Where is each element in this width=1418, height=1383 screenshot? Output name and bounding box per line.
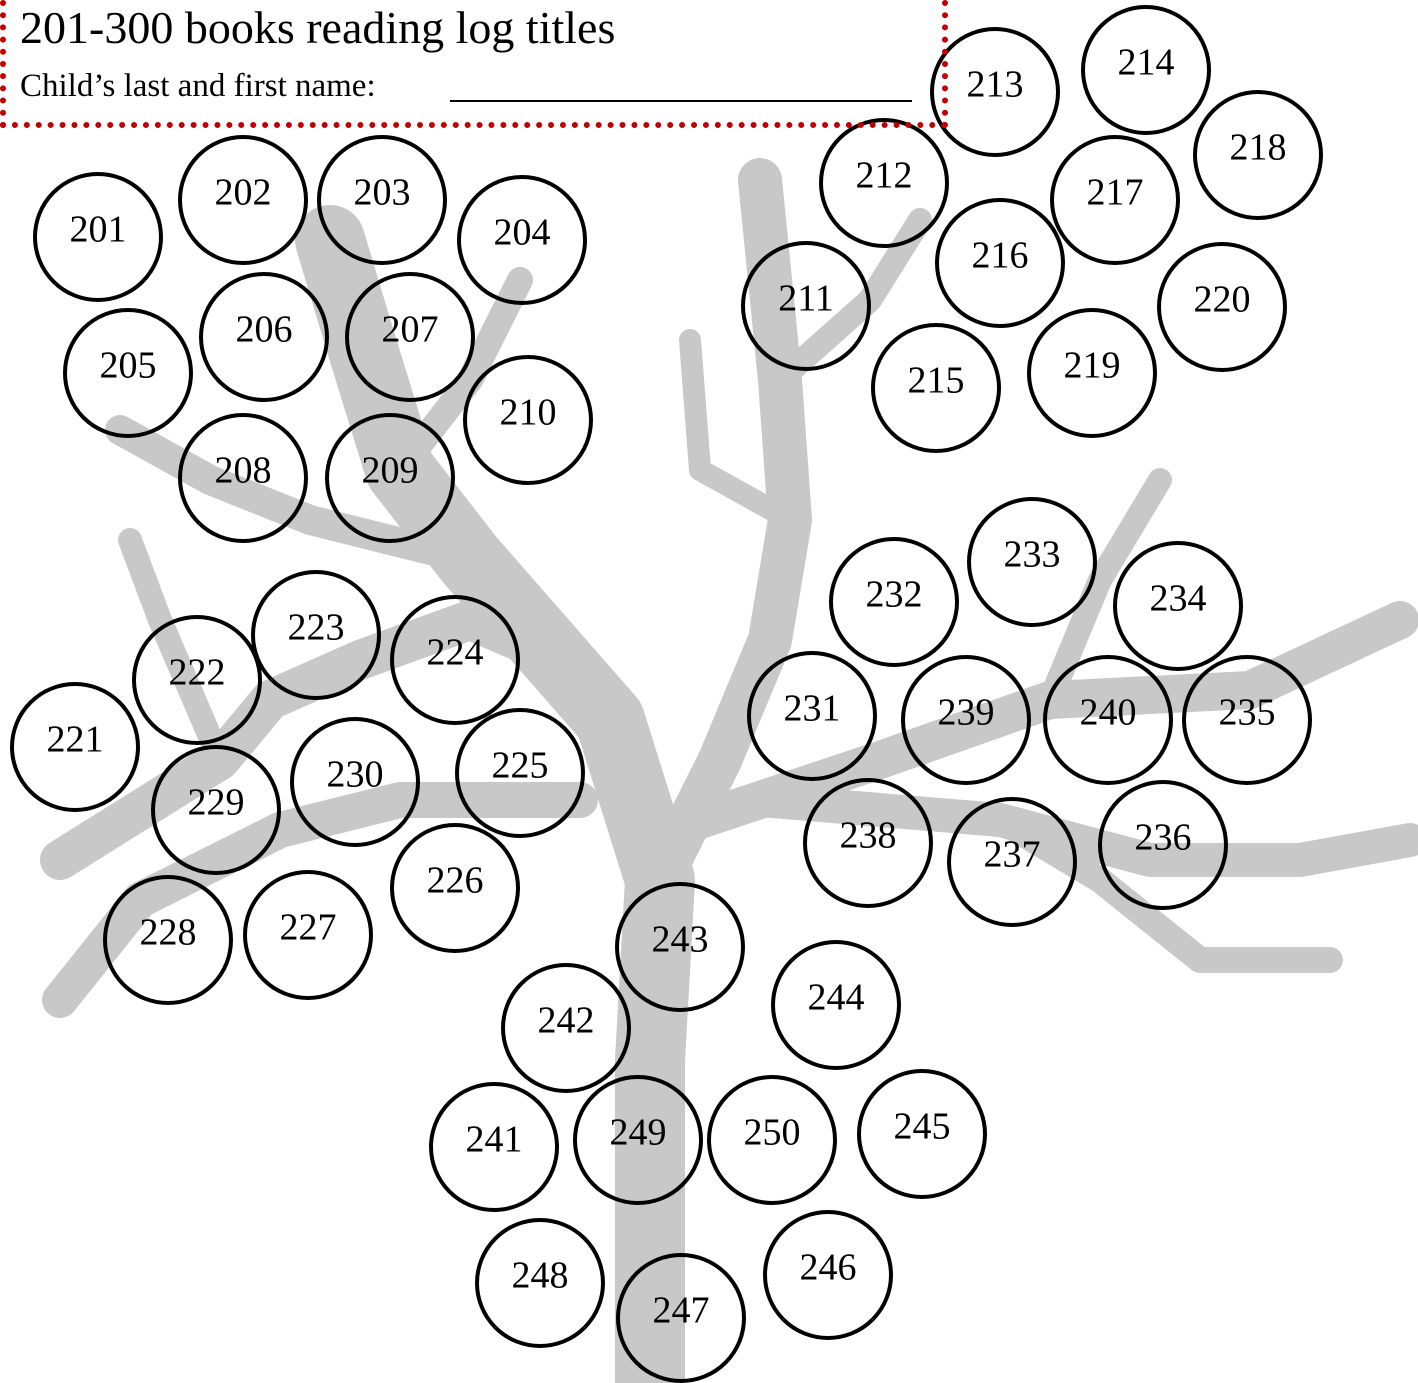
book-number: 228 <box>140 912 197 954</box>
book-number: 201 <box>70 209 127 251</box>
book-number: 232 <box>866 574 923 616</box>
book-number: 214 <box>1118 42 1175 84</box>
book-number: 231 <box>784 688 841 730</box>
tree-layer: 201 202 203 204 205 206 207 208 209 210 211 212 213 2… <box>0 0 1418 1383</box>
title: 201-300 books reading log titles <box>20 2 615 54</box>
book-number: 236 <box>1135 817 1192 859</box>
book-number: 234 <box>1150 578 1207 620</box>
book-number: 224 <box>427 632 484 674</box>
book-number: 220 <box>1194 279 1251 321</box>
header-box: 201-300 books reading log titles Child’s… <box>0 0 948 128</box>
book-number: 227 <box>280 907 337 949</box>
book-number: 248 <box>512 1255 569 1297</box>
book-number: 219 <box>1064 345 1121 387</box>
book-number: 241 <box>466 1119 523 1161</box>
book-number: 225 <box>492 745 549 787</box>
book-number: 213 <box>967 64 1024 106</box>
book-number: 233 <box>1004 534 1061 576</box>
book-number: 222 <box>169 652 226 694</box>
book-number: 217 <box>1087 172 1144 214</box>
name-label: Child’s last and first name: <box>20 66 376 106</box>
book-number: 215 <box>908 360 965 402</box>
book-number: 211 <box>778 278 834 320</box>
book-number: 243 <box>652 919 709 961</box>
book-number: 207 <box>382 309 439 351</box>
name-blank <box>450 100 912 102</box>
book-number: 208 <box>215 450 272 492</box>
book-number: 221 <box>47 719 104 761</box>
book-number: 229 <box>188 782 245 824</box>
book-number: 240 <box>1080 692 1137 734</box>
book-number: 238 <box>840 815 897 857</box>
book-number: 206 <box>236 309 293 351</box>
worksheet: 201 202 203 204 205 206 207 208 209 210 211 212 213 2… <box>0 0 1418 1383</box>
book-number: 249 <box>610 1112 667 1154</box>
book-number: 205 <box>100 345 157 387</box>
book-number: 226 <box>427 860 484 902</box>
header-border <box>0 0 6 128</box>
book-number: 247 <box>653 1290 710 1332</box>
book-number: 223 <box>288 607 345 649</box>
book-number: 246 <box>800 1247 857 1289</box>
book-number: 212 <box>856 155 913 197</box>
tree <box>60 180 1410 1383</box>
book-number: 237 <box>984 834 1041 876</box>
book-number: 209 <box>362 450 419 492</box>
book-number: 203 <box>354 172 411 214</box>
book-number: 230 <box>327 754 384 796</box>
book-number: 242 <box>538 1000 595 1042</box>
book-number: 235 <box>1219 692 1276 734</box>
book-number: 202 <box>215 172 272 214</box>
book-number: 250 <box>744 1112 801 1154</box>
book-number: 216 <box>972 235 1029 277</box>
book-number: 245 <box>894 1106 951 1148</box>
book-number: 204 <box>494 212 551 254</box>
book-number: 239 <box>938 692 995 734</box>
book-number: 218 <box>1230 127 1287 169</box>
book-number: 244 <box>808 977 865 1019</box>
book-number: 210 <box>500 392 557 434</box>
